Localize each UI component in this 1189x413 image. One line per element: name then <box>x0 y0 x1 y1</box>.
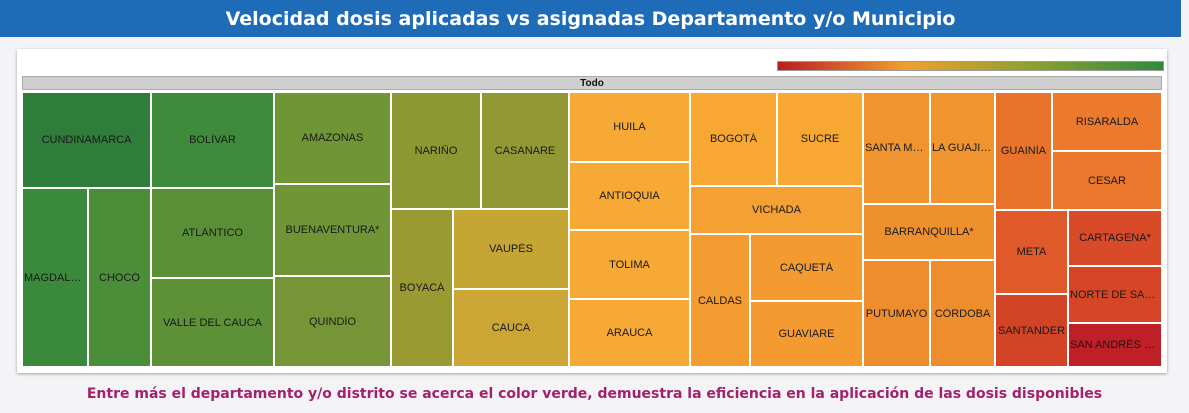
treemap-cell-label: ATLÁNTICO <box>182 227 243 239</box>
treemap-cell-label: CÓRDOBA <box>934 307 991 320</box>
treemap-cell-label: BARRANQUILLA* <box>884 226 974 238</box>
treemap-cell-label: ANTIOQUIA <box>599 190 660 202</box>
treemap-cell-label: VALLE DEL CAUCA <box>162 316 263 329</box>
treemap-cell[interactable]: BOYACÁ <box>391 209 453 367</box>
treemap-cell-label: HUILA <box>613 121 646 133</box>
treemap-cell-label: AMAZONAS <box>301 132 364 144</box>
treemap-cell-label: GUAVIARE <box>778 328 835 340</box>
treemap-cell-label: BOLÍVAR <box>189 134 236 146</box>
treemap-cell[interactable]: LA GUAJIRA <box>930 92 995 204</box>
treemap-cell-label: CAQUETÁ <box>779 261 834 274</box>
treemap-cell-label: CASANARE <box>494 144 556 157</box>
treemap-cell[interactable]: SUCRE <box>777 92 863 186</box>
treemap-cell-label: BOYACÁ <box>399 282 445 294</box>
treemap-cell-label: ARAUCA <box>606 327 653 339</box>
treemap-cell-label: CAUCA <box>491 322 531 334</box>
treemap: Todo CUNDINAMARCA MAGDALE… CHOCÓ BOLÍVAR ATL… <box>22 76 1162 367</box>
treemap-cell[interactable]: GUAINÍA <box>995 92 1052 210</box>
treemap-cell[interactable]: MAGDALE… <box>22 188 88 367</box>
treemap-cell-label: SAN ANDRÉS y… <box>1070 339 1161 351</box>
treemap-cell-label: RISARALDA <box>1075 115 1139 128</box>
treemap-cell[interactable]: AMAZONAS <box>274 92 391 184</box>
treemap-cell-label: TOLIMA <box>609 258 650 271</box>
treemap-cell-label: BUENAVENTURA* <box>285 224 380 236</box>
treemap-cell[interactable]: CASANARE <box>481 92 569 209</box>
treemap-cell[interactable]: VAUPÉS <box>453 209 569 289</box>
treemap-cell[interactable]: GUAVIARE <box>750 301 863 367</box>
treemap-cell[interactable]: SANTANDER <box>995 294 1068 367</box>
treemap-cell-label: VICHADA <box>752 204 801 216</box>
treemap-cell-label: NARIÑO <box>414 144 458 157</box>
treemap-cell-label: CALDAS <box>697 294 743 307</box>
treemap-cell[interactable]: ATLÁNTICO <box>151 188 274 278</box>
treemap-cell[interactable]: HUILA <box>569 92 690 162</box>
treemap-cell[interactable]: SAN ANDRÉS y… <box>1068 323 1162 367</box>
treemap-cell[interactable]: BUENAVENTURA* <box>274 184 391 276</box>
treemap-cell-label: CUNDINAMARCA <box>41 134 132 146</box>
treemap-cell-label: META <box>1016 246 1047 258</box>
treemap-cell[interactable]: NORTE DE SAN… <box>1068 266 1162 323</box>
treemap-cell[interactable]: CHOCÓ <box>88 188 151 367</box>
treemap-cell[interactable]: CALDAS <box>690 234 750 367</box>
treemap-cell-label: SUCRE <box>800 133 840 145</box>
treemap-cell[interactable]: SANTA MA… <box>863 92 930 204</box>
treemap-cell-label: SANTANDER <box>997 324 1066 337</box>
treemap-cell-label: VAUPÉS <box>489 243 533 255</box>
treemap-cell[interactable]: CAUCA <box>453 289 569 367</box>
treemap-cell[interactable]: NARIÑO <box>391 92 481 209</box>
treemap-cell-label: MAGDALE… <box>24 271 87 284</box>
treemap-cell[interactable]: BARRANQUILLA* <box>863 204 995 260</box>
treemap-cell-label: BOGOTÁ <box>709 133 758 145</box>
treemap-cell[interactable]: VICHADA <box>690 186 863 234</box>
treemap-cell[interactable]: QUINDÍO <box>274 276 391 367</box>
treemap-cell-label: SANTA MA… <box>865 142 929 154</box>
treemap-cell[interactable]: CARTAGENA* <box>1068 210 1162 266</box>
color-scale-legend <box>777 61 1164 71</box>
treemap-cell[interactable]: PUTUMAYO <box>863 260 930 367</box>
treemap-cell[interactable]: CUNDINAMARCA <box>22 92 151 188</box>
treemap-cell-label: GUAINÍA <box>1000 145 1047 157</box>
treemap-cell-label: CARTAGENA* <box>1079 232 1151 244</box>
treemap-cell[interactable]: RISARALDA <box>1052 92 1162 151</box>
treemap-cell[interactable]: BOLÍVAR <box>151 92 274 188</box>
treemap-cell-label: CESAR <box>1088 174 1126 187</box>
treemap-cell[interactable]: META <box>995 210 1068 294</box>
chart-card: Todo CUNDINAMARCA MAGDALE… CHOCÓ BOLÍVAR ATL… <box>17 49 1167 373</box>
treemap-cell[interactable]: VALLE DEL CAUCA <box>151 278 274 367</box>
treemap-cell[interactable]: ARAUCA <box>569 299 690 367</box>
treemap-cell[interactable]: TOLIMA <box>569 230 690 299</box>
treemap-cell[interactable]: CÓRDOBA <box>930 260 995 367</box>
treemap-root-label[interactable]: Todo <box>22 76 1162 90</box>
treemap-cell-label: CHOCÓ <box>99 271 140 284</box>
treemap-cell[interactable]: CESAR <box>1052 151 1162 210</box>
treemap-cell[interactable]: CAQUETÁ <box>750 234 863 301</box>
treemap-cell-label: QUINDÍO <box>308 315 357 328</box>
treemap-cell-label: PUTUMAYO <box>865 307 928 320</box>
page-title: Velocidad dosis aplicadas vs asignadas D… <box>225 7 956 30</box>
footer-note: Entre más el departamento y/o distrito s… <box>86 386 1103 402</box>
treemap-cell[interactable]: BOGOTÁ <box>690 92 777 186</box>
treemap-cell-label: LA GUAJIRA <box>932 142 994 154</box>
treemap-cell-label: NORTE DE SAN… <box>1070 288 1161 301</box>
header-bar: Velocidad dosis aplicadas vs asignadas D… <box>0 0 1181 37</box>
treemap-cell[interactable]: ANTIOQUIA <box>569 162 690 230</box>
